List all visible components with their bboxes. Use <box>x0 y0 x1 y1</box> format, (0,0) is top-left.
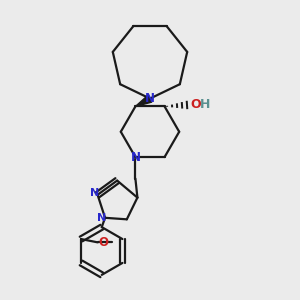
Text: O: O <box>191 98 201 111</box>
Text: O: O <box>99 236 109 249</box>
Text: N: N <box>97 213 106 223</box>
Text: H: H <box>200 98 210 111</box>
Text: N: N <box>90 188 99 198</box>
Text: N: N <box>130 151 140 164</box>
Polygon shape <box>135 95 152 106</box>
Text: N: N <box>145 92 155 105</box>
